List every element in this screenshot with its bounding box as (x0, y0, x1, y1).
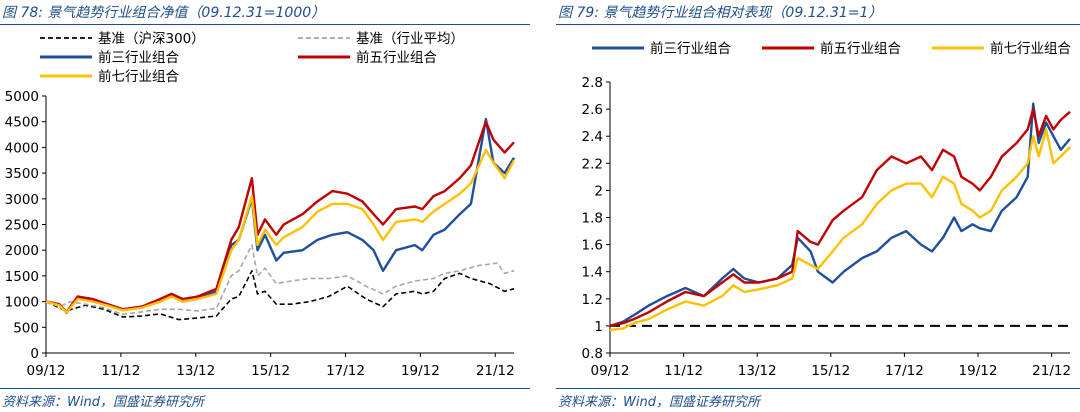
series-line-5 (45, 148, 516, 314)
y-tick-label: 0.8 (582, 346, 603, 362)
x-tick-label: 13/12 (176, 363, 215, 379)
series-line-3 (609, 128, 1071, 332)
y-tick-label: 1 (594, 319, 603, 335)
title-rule (556, 24, 1080, 25)
source-note: 资料来源：Wind，国盛证券研究所 (558, 395, 760, 410)
x-tick-label: 17/12 (326, 363, 365, 379)
title-rule (0, 24, 530, 25)
y-tick-label: 2.8 (582, 75, 603, 91)
series-line-2 (45, 244, 515, 316)
source-rule (0, 388, 530, 389)
y-tick-label: 2000 (5, 243, 39, 259)
y-tick-label: 2.4 (582, 129, 603, 145)
legend-label: 基准（沪深300） (98, 30, 205, 47)
y-tick-label: 5000 (5, 89, 39, 105)
series-line-3 (45, 117, 516, 315)
y-tick-label: 0 (30, 346, 39, 362)
y-tick-label: 1500 (5, 269, 39, 285)
legend-label: 基准（行业平均） (356, 30, 464, 47)
y-tick-label: 2500 (5, 218, 39, 234)
y-tick-label: 1000 (5, 295, 39, 311)
x-tick-label: 11/12 (664, 363, 703, 379)
figure-79-title: 图 79: 景气趋势行业组合相对表现（09.12.31=1） (558, 5, 883, 21)
y-tick-label: 1.2 (582, 292, 603, 308)
x-tick-label: 19/12 (401, 363, 440, 379)
figure-78-title: 图 78: 景气趋势行业组合净值（09.12.31=1000） (2, 5, 326, 21)
legend-label: 前五行业组合 (820, 40, 901, 57)
legend-label: 前五行业组合 (356, 49, 437, 66)
source-note: 资料来源：Wind，国盛证券研究所 (2, 395, 204, 410)
legend-label: 前七行业组合 (990, 40, 1071, 57)
x-tick-label: 13/12 (738, 363, 777, 379)
y-tick-label: 3000 (5, 192, 39, 208)
y-tick-label: 2.2 (582, 156, 603, 172)
source-rule (556, 388, 1080, 389)
legend-label: 前三行业组合 (98, 49, 179, 66)
y-tick-label: 1.4 (582, 265, 603, 281)
x-tick-label: 19/12 (959, 363, 998, 379)
x-tick-label: 17/12 (885, 363, 924, 379)
y-tick-label: 500 (13, 320, 39, 336)
x-tick-label: 21/12 (476, 363, 515, 379)
x-tick-label: 09/12 (591, 363, 630, 379)
relative-chart: 0.8 1 1.2 1.4 1.6 1.8 2 2.2 2.4 2.6 2.8 09/12 11/12 1… (582, 40, 1072, 379)
legend-label: 前七行业组合 (98, 68, 179, 85)
right-chart-panel: 图 79: 景气趋势行业组合相对表现（09.12.31=1） 0.8 1 1.2 1.… (556, 0, 1080, 412)
x-tick-label: 15/12 (251, 363, 290, 379)
x-tick-label: 11/12 (101, 363, 140, 379)
y-tick-label: 2.6 (582, 102, 603, 118)
legend-label: 前三行业组合 (650, 40, 731, 57)
x-tick-label: 21/12 (1032, 363, 1071, 379)
x-tick-label: 15/12 (811, 363, 850, 379)
y-tick-label: 2 (594, 183, 603, 199)
series-line-1 (45, 270, 515, 321)
y-tick-label: 1.6 (582, 238, 603, 254)
x-tick-label: 09/12 (27, 363, 66, 379)
y-tick-label: 4500 (5, 115, 39, 131)
left-chart-panel: 图 78: 景气趋势行业组合净值（09.12.31=1000） 0 500 1000… (0, 0, 530, 412)
y-tick-label: 4000 (5, 140, 39, 156)
y-tick-label: 1.8 (582, 211, 603, 227)
series-line-2 (609, 107, 1071, 328)
nav-chart: 0 500 1000 1500 2000 2500 3000 3500 4000 4500 5000… (5, 30, 516, 379)
y-tick-label: 3500 (5, 166, 39, 182)
